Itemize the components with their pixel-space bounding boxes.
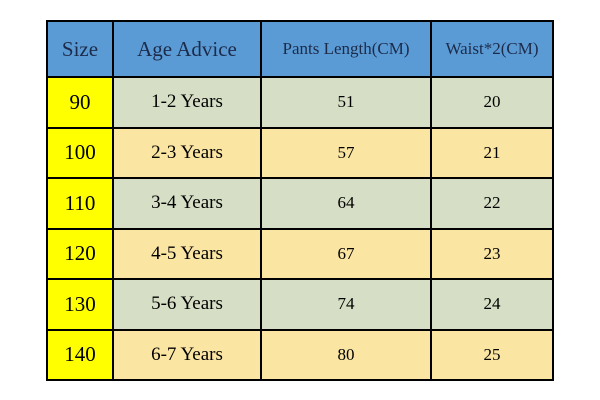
- pants-cell: 80: [260, 328, 432, 381]
- age-cell: 4-5 Years: [112, 227, 262, 280]
- table-row-size-120: 120 4-5 Years 67 23: [46, 227, 554, 280]
- table-row-size-130: 130 5-6 Years 74 24: [46, 278, 554, 331]
- col-header-pants-length: Pants Length(CM): [260, 20, 432, 78]
- size-cell: 90: [46, 76, 114, 129]
- waist-cell: 23: [430, 227, 554, 280]
- waist-cell: 21: [430, 126, 554, 179]
- table-row-size-90: 90 1-2 Years 51 20: [46, 76, 554, 129]
- size-cell: 140: [46, 328, 114, 381]
- col-header-size: Size: [46, 20, 114, 78]
- waist-cell: 25: [430, 328, 554, 381]
- pants-cell: 64: [260, 177, 432, 230]
- table-row-size-100: 100 2-3 Years 57 21: [46, 126, 554, 179]
- table-row-size-140: 140 6-7 Years 80 25: [46, 328, 554, 381]
- size-cell: 120: [46, 227, 114, 280]
- age-cell: 3-4 Years: [112, 177, 262, 230]
- age-cell: 5-6 Years: [112, 278, 262, 331]
- pants-cell: 51: [260, 76, 432, 129]
- size-cell: 110: [46, 177, 114, 230]
- pants-cell: 57: [260, 126, 432, 179]
- col-header-age-advice: Age Advice: [112, 20, 262, 78]
- age-cell: 2-3 Years: [112, 126, 262, 179]
- col-header-waist: Waist*2(CM): [430, 20, 554, 78]
- size-chart-table: Size Age Advice Pants Length(CM) Waist*2…: [46, 20, 554, 381]
- size-cell: 100: [46, 126, 114, 179]
- size-cell: 130: [46, 278, 114, 331]
- waist-cell: 24: [430, 278, 554, 331]
- waist-cell: 20: [430, 76, 554, 129]
- header-row: Size Age Advice Pants Length(CM) Waist*2…: [46, 20, 554, 78]
- age-cell: 1-2 Years: [112, 76, 262, 129]
- table-row-size-110: 110 3-4 Years 64 22: [46, 177, 554, 230]
- waist-cell: 22: [430, 177, 554, 230]
- pants-cell: 67: [260, 227, 432, 280]
- age-cell: 6-7 Years: [112, 328, 262, 381]
- pants-cell: 74: [260, 278, 432, 331]
